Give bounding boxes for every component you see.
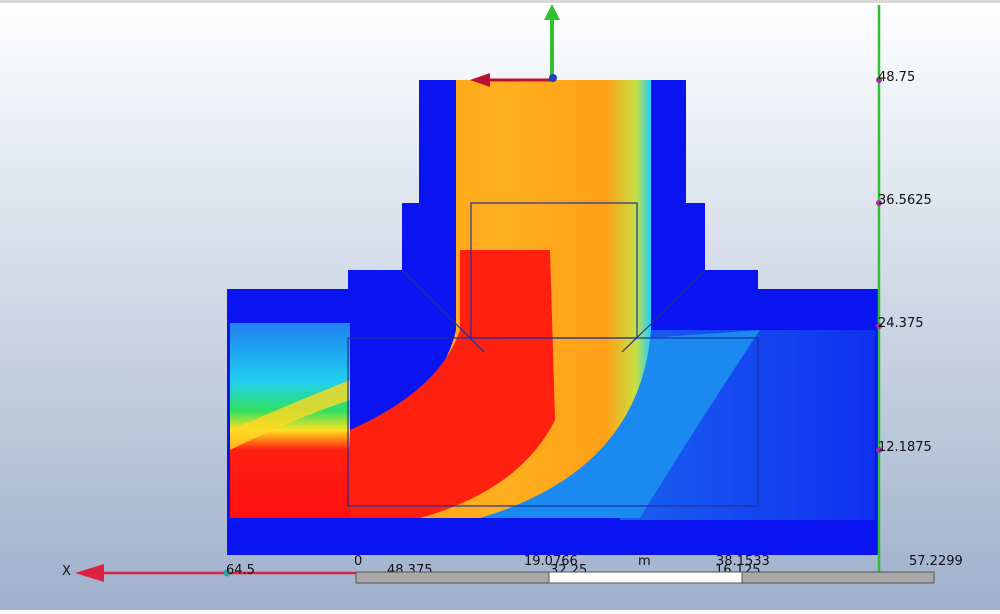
scale-label: 57.2299: [909, 554, 963, 569]
scale-label: 38.1533: [716, 554, 770, 569]
vertical-label: 36.5625: [878, 193, 932, 208]
pipe-model: [227, 80, 878, 555]
edge: [455, 323, 485, 353]
scale-bar: 0 19.0766 m 38.1533 57.2299: [354, 554, 963, 584]
tick-dot: [876, 323, 882, 329]
scale-segment: [548, 571, 743, 584]
edge: [347, 337, 759, 507]
flow-hot: [350, 250, 555, 518]
x-axis-head: [75, 564, 104, 582]
tick-dot: [876, 77, 882, 83]
vertical-label: 48.75: [878, 70, 915, 85]
tick-dot: [876, 447, 882, 453]
scale-label: 0: [354, 554, 362, 569]
vertical-label: 24.375: [878, 316, 924, 331]
scale-segment: [741, 571, 935, 584]
tick-dot: [876, 200, 882, 206]
flow-band-yellow: [230, 380, 350, 450]
left-arrow-head: [470, 73, 490, 87]
top-edge: [0, 0, 1000, 3]
scale-unit: m: [638, 554, 651, 569]
scale-segment: [355, 571, 550, 584]
up-arrow-head: [544, 4, 560, 20]
scale-label: 19.0766: [524, 554, 578, 569]
vertical-label: 12.1875: [878, 440, 932, 455]
tick-dot: [223, 569, 231, 577]
horizontal-label: 64.5: [226, 563, 255, 578]
x-axis-label: X: [62, 564, 71, 579]
edge: [650, 269, 706, 325]
edge: [401, 269, 457, 325]
edge: [621, 323, 652, 353]
origin-dot: [549, 74, 557, 82]
